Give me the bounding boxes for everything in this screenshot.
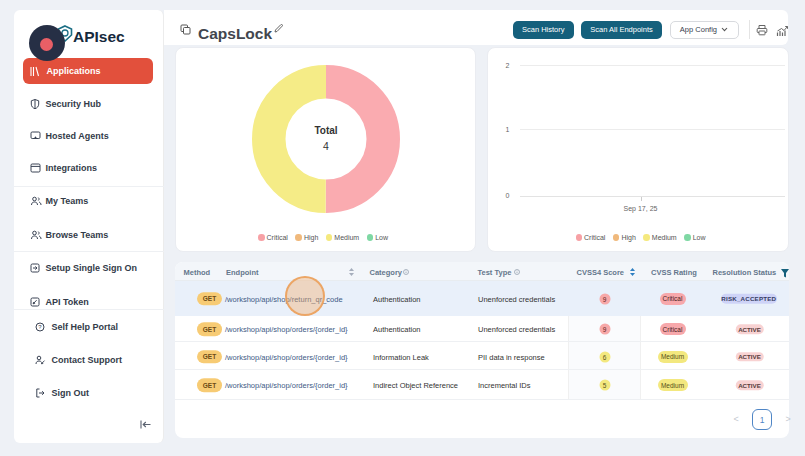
svg-text:?: ? [38,324,42,330]
